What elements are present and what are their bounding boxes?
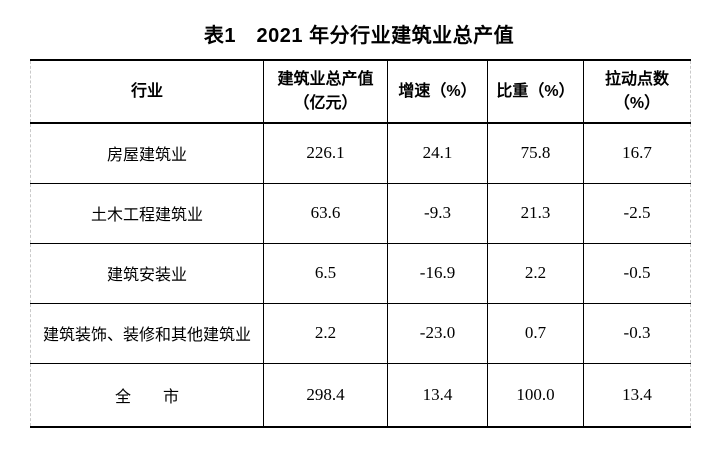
cell-pull: 13.4 <box>583 362 691 428</box>
col-header-label-line2: （%） <box>613 94 661 112</box>
cell-pull: -0.5 <box>583 242 691 304</box>
table-row-total: 全 市 298.4 13.4 100.0 13.4 <box>30 362 691 428</box>
cell-output: 63.6 <box>263 182 388 244</box>
col-header-label: 行业 <box>130 82 163 100</box>
col-header-label: 拉动点数 <box>604 70 669 88</box>
cell-growth: 24.1 <box>387 122 488 184</box>
cell-growth: 13.4 <box>387 362 488 428</box>
table-row: 建筑安装业 6.5 -16.9 2.2 -0.5 <box>30 242 691 304</box>
col-header-pull: 拉动点数 （%） <box>583 59 691 124</box>
header-row: 行业 建筑业总产值 （亿元） 增速（%） 比重（%） 拉动点数 （%） <box>30 59 691 124</box>
cell-industry: 土木工程建筑业 <box>30 182 264 244</box>
col-header-industry: 行业 <box>30 59 264 124</box>
col-header-label: 增速（%） <box>398 82 477 100</box>
col-header-share: 比重（%） <box>487 59 584 124</box>
cell-pull: 16.7 <box>583 122 691 184</box>
cell-growth: -23.0 <box>387 302 488 364</box>
table-row: 房屋建筑业 226.1 24.1 75.8 16.7 <box>30 122 691 184</box>
cell-growth: -16.9 <box>387 242 488 304</box>
table-title: 表1 2021 年分行业建筑业总产值 <box>203 25 515 47</box>
col-header-output: 建筑业总产值 （亿元） <box>263 59 388 124</box>
cell-share: 75.8 <box>487 122 584 184</box>
cell-share: 21.3 <box>487 182 584 244</box>
cell-growth: -9.3 <box>387 182 488 244</box>
cell-output: 298.4 <box>263 362 388 428</box>
col-header-label: 建筑业总产值 <box>277 70 374 88</box>
table-row: 建筑装饰、装修和其他建筑业 2.2 -23.0 0.7 -0.3 <box>30 302 691 364</box>
cell-pull: -2.5 <box>583 182 691 244</box>
cell-industry: 全 市 <box>30 362 264 428</box>
col-header-growth: 增速（%） <box>387 59 488 124</box>
cell-share: 0.7 <box>487 302 584 364</box>
industry-output-table: 行业 建筑业总产值 （亿元） 增速（%） 比重（%） 拉动点数 （%） 房屋建筑业 <box>30 59 691 428</box>
cell-industry: 房屋建筑业 <box>30 122 264 184</box>
table-row: 土木工程建筑业 63.6 -9.3 21.3 -2.5 <box>30 182 691 244</box>
col-header-label: 比重（%） <box>496 82 575 100</box>
col-header-label-line2: （亿元） <box>293 94 358 112</box>
cell-pull: -0.3 <box>583 302 691 364</box>
cell-output: 6.5 <box>263 242 388 304</box>
cell-output: 226.1 <box>263 122 388 184</box>
cell-share: 100.0 <box>487 362 584 428</box>
cell-output: 2.2 <box>263 302 388 364</box>
cell-share: 2.2 <box>487 242 584 304</box>
cell-industry: 建筑安装业 <box>30 242 264 304</box>
cell-industry: 建筑装饰、装修和其他建筑业 <box>30 302 264 364</box>
